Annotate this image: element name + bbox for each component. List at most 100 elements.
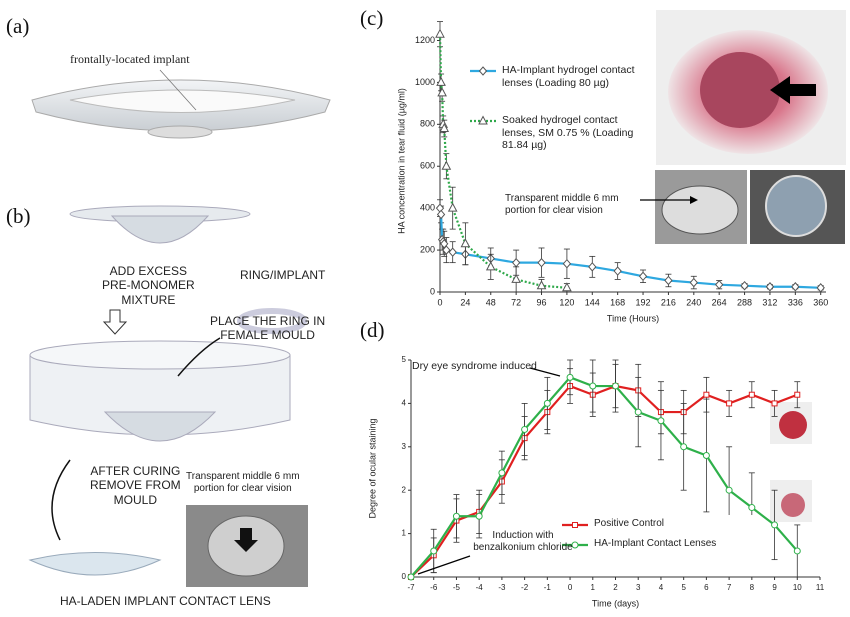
text-line: REMOVE FROM xyxy=(90,478,181,493)
marker xyxy=(511,273,521,283)
x-tick-label: 7 xyxy=(727,583,732,592)
x-tick-label: 3 xyxy=(636,583,641,592)
marker xyxy=(498,469,506,477)
legend-marker xyxy=(571,541,579,549)
process-drawing xyxy=(28,205,308,587)
marker xyxy=(475,512,483,520)
marker xyxy=(447,202,458,212)
photo-caption: Transparent middle 6 mm portion for clear… xyxy=(186,471,300,495)
marker xyxy=(448,247,457,257)
marker xyxy=(521,425,529,433)
text-line: ADD EXCESS xyxy=(109,264,188,278)
x-tick-label: 48 xyxy=(486,297,496,307)
y-tick-label: 4 xyxy=(402,399,407,408)
annotation-arrowhead xyxy=(690,196,698,204)
y-tick-label: 3 xyxy=(402,442,407,451)
x-tick-label: 288 xyxy=(737,297,752,307)
lens-drawing xyxy=(31,69,331,139)
marker xyxy=(589,382,597,390)
x-tick-label: 8 xyxy=(750,583,755,592)
legend-marker xyxy=(572,522,578,528)
marker xyxy=(436,76,446,86)
marker xyxy=(680,443,688,451)
marker xyxy=(441,160,452,170)
legend-label: Positive Control xyxy=(594,518,665,529)
legend-label: Soaked hydrogel contact lenses, SM 0.75 … xyxy=(502,114,634,152)
marker xyxy=(816,283,825,293)
text-line: MOULD xyxy=(113,492,157,507)
marker xyxy=(485,261,496,271)
x-tick-label: 96 xyxy=(537,297,547,307)
marker xyxy=(725,486,733,494)
x-tick-label: 0 xyxy=(568,583,573,592)
marker xyxy=(452,512,460,520)
marker xyxy=(566,373,574,381)
step-text: PLACE THE RING IN FEMALE MOULD xyxy=(210,314,325,343)
marker xyxy=(537,257,546,268)
marker xyxy=(664,275,673,286)
y-tick-label: 0 xyxy=(402,572,407,581)
x-tick-label: -5 xyxy=(453,583,461,592)
x-tick-label: 144 xyxy=(585,297,600,307)
x-axis-label: Time (days) xyxy=(592,598,639,608)
marker xyxy=(793,547,801,555)
x-tick-label: 4 xyxy=(659,583,664,592)
marker xyxy=(439,122,450,133)
marker xyxy=(748,391,755,398)
marker xyxy=(543,399,551,407)
y-tick-label: 2 xyxy=(402,485,407,494)
photo xyxy=(770,402,812,522)
x-tick-label: 72 xyxy=(511,297,521,307)
marker xyxy=(638,271,648,282)
marker xyxy=(430,547,438,555)
marker xyxy=(703,391,710,398)
marker xyxy=(613,266,622,276)
marker xyxy=(794,391,801,398)
marker xyxy=(460,238,471,248)
x-tick-label: 216 xyxy=(661,297,676,307)
panel-label: (b) xyxy=(6,204,31,228)
marker xyxy=(435,28,445,38)
marker xyxy=(634,408,642,416)
x-tick-label: 11 xyxy=(816,583,825,592)
x-axis-label: Time (Hours) xyxy=(607,313,659,323)
y-tick-label: 200 xyxy=(420,244,435,254)
y-tick-label: 400 xyxy=(420,203,435,213)
marker xyxy=(657,417,665,425)
y-tick-label: 1000 xyxy=(415,77,435,87)
marker xyxy=(562,258,572,269)
x-tick-label: 312 xyxy=(762,297,777,307)
annotation-arrow xyxy=(529,367,561,377)
marker xyxy=(562,282,572,292)
marker xyxy=(765,282,775,292)
marker xyxy=(726,400,733,407)
marker xyxy=(588,262,597,272)
y-tick-label: 1200 xyxy=(415,35,435,45)
x-tick-label: -3 xyxy=(498,583,506,592)
marker xyxy=(771,521,779,529)
x-tick-label: 2 xyxy=(613,583,618,592)
x-tick-label: 6 xyxy=(704,583,709,592)
annotation: Dry eye syndrome induced xyxy=(412,360,537,372)
x-tick-label: 240 xyxy=(686,297,701,307)
y-tick-label: 0 xyxy=(430,286,435,296)
marker xyxy=(702,451,710,459)
legend-label: HA-Implant Contact Lenses xyxy=(594,538,717,549)
panel-label: (c) xyxy=(360,6,383,30)
x-tick-label: 120 xyxy=(559,297,574,307)
y-axis-label: Degree of ocular staining xyxy=(367,418,377,518)
text-line: PRE-MONOMER xyxy=(102,278,195,293)
y-tick-label: 1 xyxy=(402,529,407,538)
marker xyxy=(407,573,415,581)
legend-marker xyxy=(571,541,579,549)
marker xyxy=(536,280,547,290)
x-tick-label: 10 xyxy=(793,583,802,592)
legend-box xyxy=(558,515,758,555)
marker xyxy=(791,282,800,292)
panel-label: (d) xyxy=(360,318,385,342)
legend-marker xyxy=(478,115,488,125)
photo xyxy=(655,10,846,244)
series-line xyxy=(410,376,799,578)
marker xyxy=(436,209,446,220)
x-tick-label: 264 xyxy=(712,297,727,307)
